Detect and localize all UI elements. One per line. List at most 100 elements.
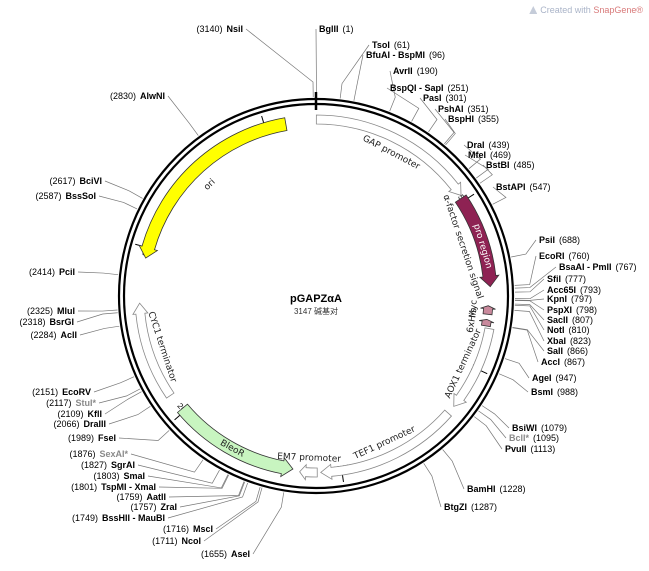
site-position: (1287) bbox=[471, 502, 497, 512]
site-name: SalI bbox=[547, 346, 563, 356]
site-label-bsiwi: BsiWI (1079) bbox=[512, 423, 567, 433]
site-position: (351) bbox=[468, 104, 489, 114]
site-position: (2587) bbox=[35, 191, 61, 201]
site-leader-pcii bbox=[77, 271, 119, 276]
site-label-pvuii: PvuII (1113) bbox=[505, 444, 555, 454]
site-leader-bsaai-pmli bbox=[514, 266, 557, 289]
site-label-mlui: (2325) MluI bbox=[27, 306, 75, 316]
site-name: AseI bbox=[231, 549, 250, 559]
backbone bbox=[117, 92, 515, 495]
site-label-acci: AccI (867) bbox=[541, 357, 585, 367]
site-position: (1759) bbox=[116, 492, 142, 502]
site-name: SexAI* bbox=[99, 449, 128, 459]
site-leader-noti bbox=[514, 304, 545, 331]
site-label-acli: (2284) AclI bbox=[30, 330, 77, 340]
site-position: (96) bbox=[429, 50, 445, 60]
feature-label-myc: Myc bbox=[468, 299, 479, 318]
site-leader-sali bbox=[512, 327, 545, 352]
site-label-tsoi: TsoI (61) bbox=[372, 40, 410, 50]
site-label-tspmi-xmai: (1801) TspMI - XmaI bbox=[71, 482, 156, 492]
site-position: (61) bbox=[394, 40, 410, 50]
site-position: (2109) bbox=[57, 409, 83, 419]
site-position: (1803) bbox=[93, 471, 119, 481]
site-name: AgeI bbox=[532, 373, 552, 383]
site-name: AclI bbox=[60, 330, 77, 340]
site-label-pasi: PasI (301) bbox=[423, 93, 467, 103]
site-leader-sgrai bbox=[137, 464, 220, 484]
site-leader-tsoi bbox=[339, 44, 370, 99]
site-leader-asei bbox=[252, 492, 285, 555]
site-name: BclI* bbox=[509, 433, 530, 443]
site-label-bamhi: BamHI (1228) bbox=[467, 484, 526, 494]
site-name: BssHII - MauBI bbox=[102, 513, 165, 523]
site-label-bglii: BglII (1) bbox=[319, 24, 354, 34]
site-position: (793) bbox=[580, 285, 601, 295]
site-position: (767) bbox=[616, 262, 637, 272]
site-label-alwni: (2830) AlwNI bbox=[110, 91, 165, 101]
site-name: BsiWI bbox=[512, 423, 537, 433]
site-leader-mlui bbox=[77, 309, 118, 312]
site-name: PsiI bbox=[539, 235, 555, 245]
site-label-sali: SalI (866) bbox=[547, 346, 588, 356]
site-label-sexai: (1876) SexAI* bbox=[69, 449, 128, 459]
site-position: (3140) bbox=[196, 24, 222, 34]
site-position: (798) bbox=[576, 305, 597, 315]
site-name: EcoRV bbox=[62, 387, 91, 397]
site-label-agei: AgeI (947) bbox=[532, 373, 577, 383]
feature-tef1-promoter bbox=[320, 409, 453, 481]
site-label-btgzi: BtgZI (1287) bbox=[444, 502, 497, 512]
site-label-bspqi-sapi: BspQI - SapI (251) bbox=[390, 83, 469, 93]
site-label-kpni: KpnI (797) bbox=[547, 294, 592, 304]
site-label-zrai: (1757) ZraI bbox=[130, 502, 177, 512]
site-label-bfuai-bspmi: BfuAI - BspMI (96) bbox=[366, 50, 445, 60]
site-position: (777) bbox=[565, 274, 586, 284]
site-leader-bstbi bbox=[479, 164, 493, 184]
site-position: (1079) bbox=[541, 423, 567, 433]
site-name: DraI bbox=[467, 140, 485, 150]
feature-label-ori: ori bbox=[202, 177, 217, 192]
site-leader-bcivi bbox=[104, 180, 143, 199]
site-name: NsiI bbox=[226, 24, 243, 34]
feature-factor-secretion-signal bbox=[454, 194, 500, 288]
site-position: (866) bbox=[567, 346, 588, 356]
site-position: (469) bbox=[490, 150, 511, 160]
site-position: (251) bbox=[448, 83, 469, 93]
site-name: KflI bbox=[88, 409, 103, 419]
site-leader-pspxi bbox=[514, 300, 545, 311]
site-position: (301) bbox=[446, 93, 467, 103]
plasmid-size: 3147 碱基对 bbox=[294, 306, 338, 316]
site-name: SmaI bbox=[123, 471, 145, 481]
site-position: (1989) bbox=[68, 433, 94, 443]
site-label-acc65i: Acc65I (793) bbox=[547, 285, 601, 295]
site-label-bstapi: BstAPI (547) bbox=[496, 182, 551, 192]
site-leader-btgzi bbox=[423, 463, 442, 508]
site-label-ecorv: (2151) EcoRV bbox=[32, 387, 91, 397]
site-label-bcli: BclI* (1095) bbox=[509, 433, 559, 443]
site-leader-bsshii-maubi bbox=[167, 482, 249, 519]
site-label-draiii: (2066) DraIII bbox=[53, 419, 106, 429]
site-position: (190) bbox=[417, 66, 438, 76]
feature-em7-promoter bbox=[299, 463, 318, 481]
site-position: (688) bbox=[559, 235, 580, 245]
feature-cyc1-terminator bbox=[132, 302, 175, 399]
site-label-xbai: XbaI (823) bbox=[547, 336, 591, 346]
site-position: (1801) bbox=[71, 482, 97, 492]
site-label-smai: (1803) SmaI bbox=[93, 471, 145, 481]
site-label-pcii: (2414) PciI bbox=[29, 267, 75, 277]
site-leader-ecorv bbox=[93, 376, 135, 393]
site-position: (807) bbox=[572, 315, 593, 325]
site-leader-ecori bbox=[514, 255, 537, 286]
site-name: TsoI bbox=[372, 40, 390, 50]
site-leader-ncoi bbox=[203, 487, 263, 542]
site-leader-fsei bbox=[118, 430, 170, 441]
site-position: (1) bbox=[343, 24, 354, 34]
site-position: (2151) bbox=[32, 387, 58, 397]
site-label-sgrai: (1827) SgrAI bbox=[81, 460, 135, 470]
site-label-bcivi: (2617) BciVI bbox=[49, 176, 102, 186]
site-name: AatII bbox=[146, 492, 166, 502]
site-leader-pvuii bbox=[474, 416, 503, 450]
site-name: BciVI bbox=[79, 176, 102, 186]
site-name: BspQI - SapI bbox=[390, 83, 444, 93]
site-position: (760) bbox=[569, 251, 590, 261]
site-leader-smai bbox=[147, 474, 229, 489]
